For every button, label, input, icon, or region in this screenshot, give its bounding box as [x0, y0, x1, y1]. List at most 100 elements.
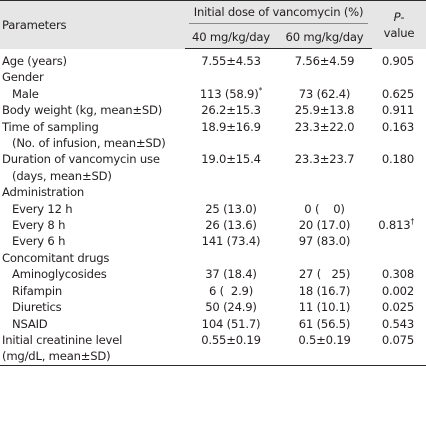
col-40-header: 40 mg/kg/day	[185, 25, 277, 49]
row-label: (mg/dL, mean±SD)	[0, 348, 185, 366]
table-row: Body weight (kg, mean±SD) 26.2±15.3 25.9…	[0, 102, 426, 118]
row-label: Age (years)	[2, 53, 67, 68]
table-row: (days, mean±SD)	[0, 168, 426, 184]
cell-40	[185, 184, 277, 200]
cell-p	[372, 69, 426, 85]
cell-p	[372, 348, 426, 366]
cell-p	[372, 168, 426, 184]
table-row: (No. of infusion, mean±SD)	[0, 135, 426, 151]
cell-40-value: 113 (58.9)	[199, 86, 259, 101]
row-label: Time of sampling	[2, 119, 99, 134]
cell-60	[277, 348, 373, 366]
cell-p	[372, 233, 426, 249]
row-label: Initial creatinine level	[2, 332, 123, 347]
row-label: Rifampin	[12, 283, 63, 298]
cell-p: 0.543	[381, 316, 415, 331]
cell-40: 113 (58.9)*	[185, 86, 277, 102]
table-row: Rifampin 6 ( 2.9) 18 (16.7) 0.002	[0, 283, 426, 299]
row-label: Concomitant drugs	[2, 250, 110, 265]
footnote-marker: *	[258, 85, 263, 95]
table-row: Every 8 h 26 (13.6) 20 (17.0) 0.813†	[0, 217, 426, 233]
cell-60: 61 (56.5)	[298, 316, 351, 331]
p-value-header: P- value	[372, 0, 426, 49]
cell-40: 25 (13.0)	[205, 201, 257, 216]
row-label: Male	[12, 86, 39, 101]
row-label: Aminoglycosides	[12, 267, 107, 282]
cell-p	[372, 250, 426, 266]
table-row: Gender	[0, 69, 426, 85]
cell-40: 0.55±0.19	[201, 332, 261, 347]
dose-group-label: Initial dose of vancomycin (%)	[189, 2, 369, 24]
table-row: Aminoglycosides 37 (18.4) 27 ( 25) 0.308	[0, 266, 426, 282]
table-row: Duration of vancomycin use 19.0±15.4 23.…	[0, 151, 426, 167]
table-row: Every 6 h 141 (73.4) 97 (83.0)	[0, 233, 426, 249]
row-label: Every 12 h	[12, 201, 73, 216]
cell-60: 18 (16.7)	[298, 283, 351, 298]
cell-60	[277, 69, 372, 85]
table-header: Parameters Initial dose of vancomycin (%…	[0, 0, 426, 49]
cell-p: 0.308	[381, 267, 415, 282]
cell-60: 23.3±22.0	[294, 119, 355, 134]
cell-60: 23.3±23.7	[294, 152, 355, 167]
cell-60: 20 (17.0)	[298, 218, 351, 233]
table-row: Administration	[0, 184, 426, 200]
cell-p: 0.625	[381, 86, 415, 101]
cell-60: 27 ( 25)	[298, 267, 351, 282]
cell-60: 97 (83.0)	[298, 234, 351, 249]
row-label: Gender	[2, 70, 44, 85]
cell-40: 50 (24.9)	[205, 300, 257, 315]
cell-p	[372, 201, 426, 217]
row-label: (days, mean±SD)	[12, 168, 112, 183]
cell-40	[185, 348, 277, 366]
cell-40: 6 ( 2.9)	[208, 283, 254, 298]
cell-p: 0.905	[381, 53, 415, 68]
cell-60: 0.5±0.19	[298, 332, 351, 347]
cell-40: 26 (13.6)	[205, 218, 257, 233]
cell-p: 0.813†	[372, 217, 426, 233]
footnote-marker: †	[410, 217, 415, 227]
table-row: Male 113 (58.9)* 73 (62.4) 0.625	[0, 86, 426, 102]
row-label: Every 6 h	[12, 234, 66, 249]
cell-40: 19.0±15.4	[201, 152, 261, 167]
cell-40: 18.9±16.9	[201, 119, 261, 134]
table-row: Time of sampling 18.9±16.9 23.3±22.0 0.1…	[0, 119, 426, 135]
cell-60	[277, 184, 372, 200]
characteristics-table: Parameters Initial dose of vancomycin (%…	[0, 0, 426, 366]
cell-60	[277, 135, 372, 151]
cell-60: 73 (62.4)	[298, 86, 351, 101]
table-row: Age (years) 7.55±4.53 7.56±4.59 0.905	[0, 49, 426, 70]
cell-40	[185, 135, 277, 151]
cell-p	[372, 135, 426, 151]
cell-60: 25.9±13.8	[294, 103, 355, 118]
row-label: NSAID	[12, 316, 48, 331]
cell-60: 0 ( 0)	[304, 201, 345, 216]
row-label: Duration of vancomycin use	[2, 152, 160, 167]
row-label: (No. of infusion, mean±SD)	[12, 136, 166, 151]
cell-60: 7.56±4.59	[294, 54, 355, 68]
cell-p: 0.075	[381, 332, 415, 347]
p-value-word: value	[383, 25, 415, 40]
row-label: Administration	[2, 185, 85, 200]
cell-60: 11 (10.1)	[298, 300, 351, 315]
table-row: (mg/dL, mean±SD)	[0, 348, 426, 366]
cell-40	[185, 69, 277, 85]
row-label: Diuretics	[12, 300, 62, 315]
table-row: NSAID 104 (51.7) 61 (56.5) 0.543	[0, 316, 426, 332]
cell-60	[277, 250, 372, 266]
row-label: Body weight (kg, mean±SD)	[2, 103, 163, 118]
table-body: Age (years) 7.55±4.53 7.56±4.59 0.905 Ge…	[0, 49, 426, 366]
cell-40	[185, 168, 277, 184]
table-row: Initial creatinine level 0.55±0.19 0.5±0…	[0, 332, 426, 348]
cell-40: 26.2±15.3	[201, 103, 261, 118]
dose-group-header: Initial dose of vancomycin (%)	[185, 0, 373, 25]
cell-40: 7.55±4.53	[201, 54, 261, 68]
cell-p: 0.180	[381, 152, 415, 167]
table-row: Diuretics 50 (24.9) 11 (10.1) 0.025	[0, 299, 426, 315]
p-dash: -	[400, 9, 405, 24]
cell-p-value: 0.813	[378, 218, 411, 233]
p-italic: P	[393, 9, 401, 24]
cell-40: 37 (18.4)	[205, 267, 257, 282]
cell-p	[372, 184, 426, 200]
cell-40	[185, 250, 277, 266]
parameters-header: Parameters	[0, 0, 185, 49]
